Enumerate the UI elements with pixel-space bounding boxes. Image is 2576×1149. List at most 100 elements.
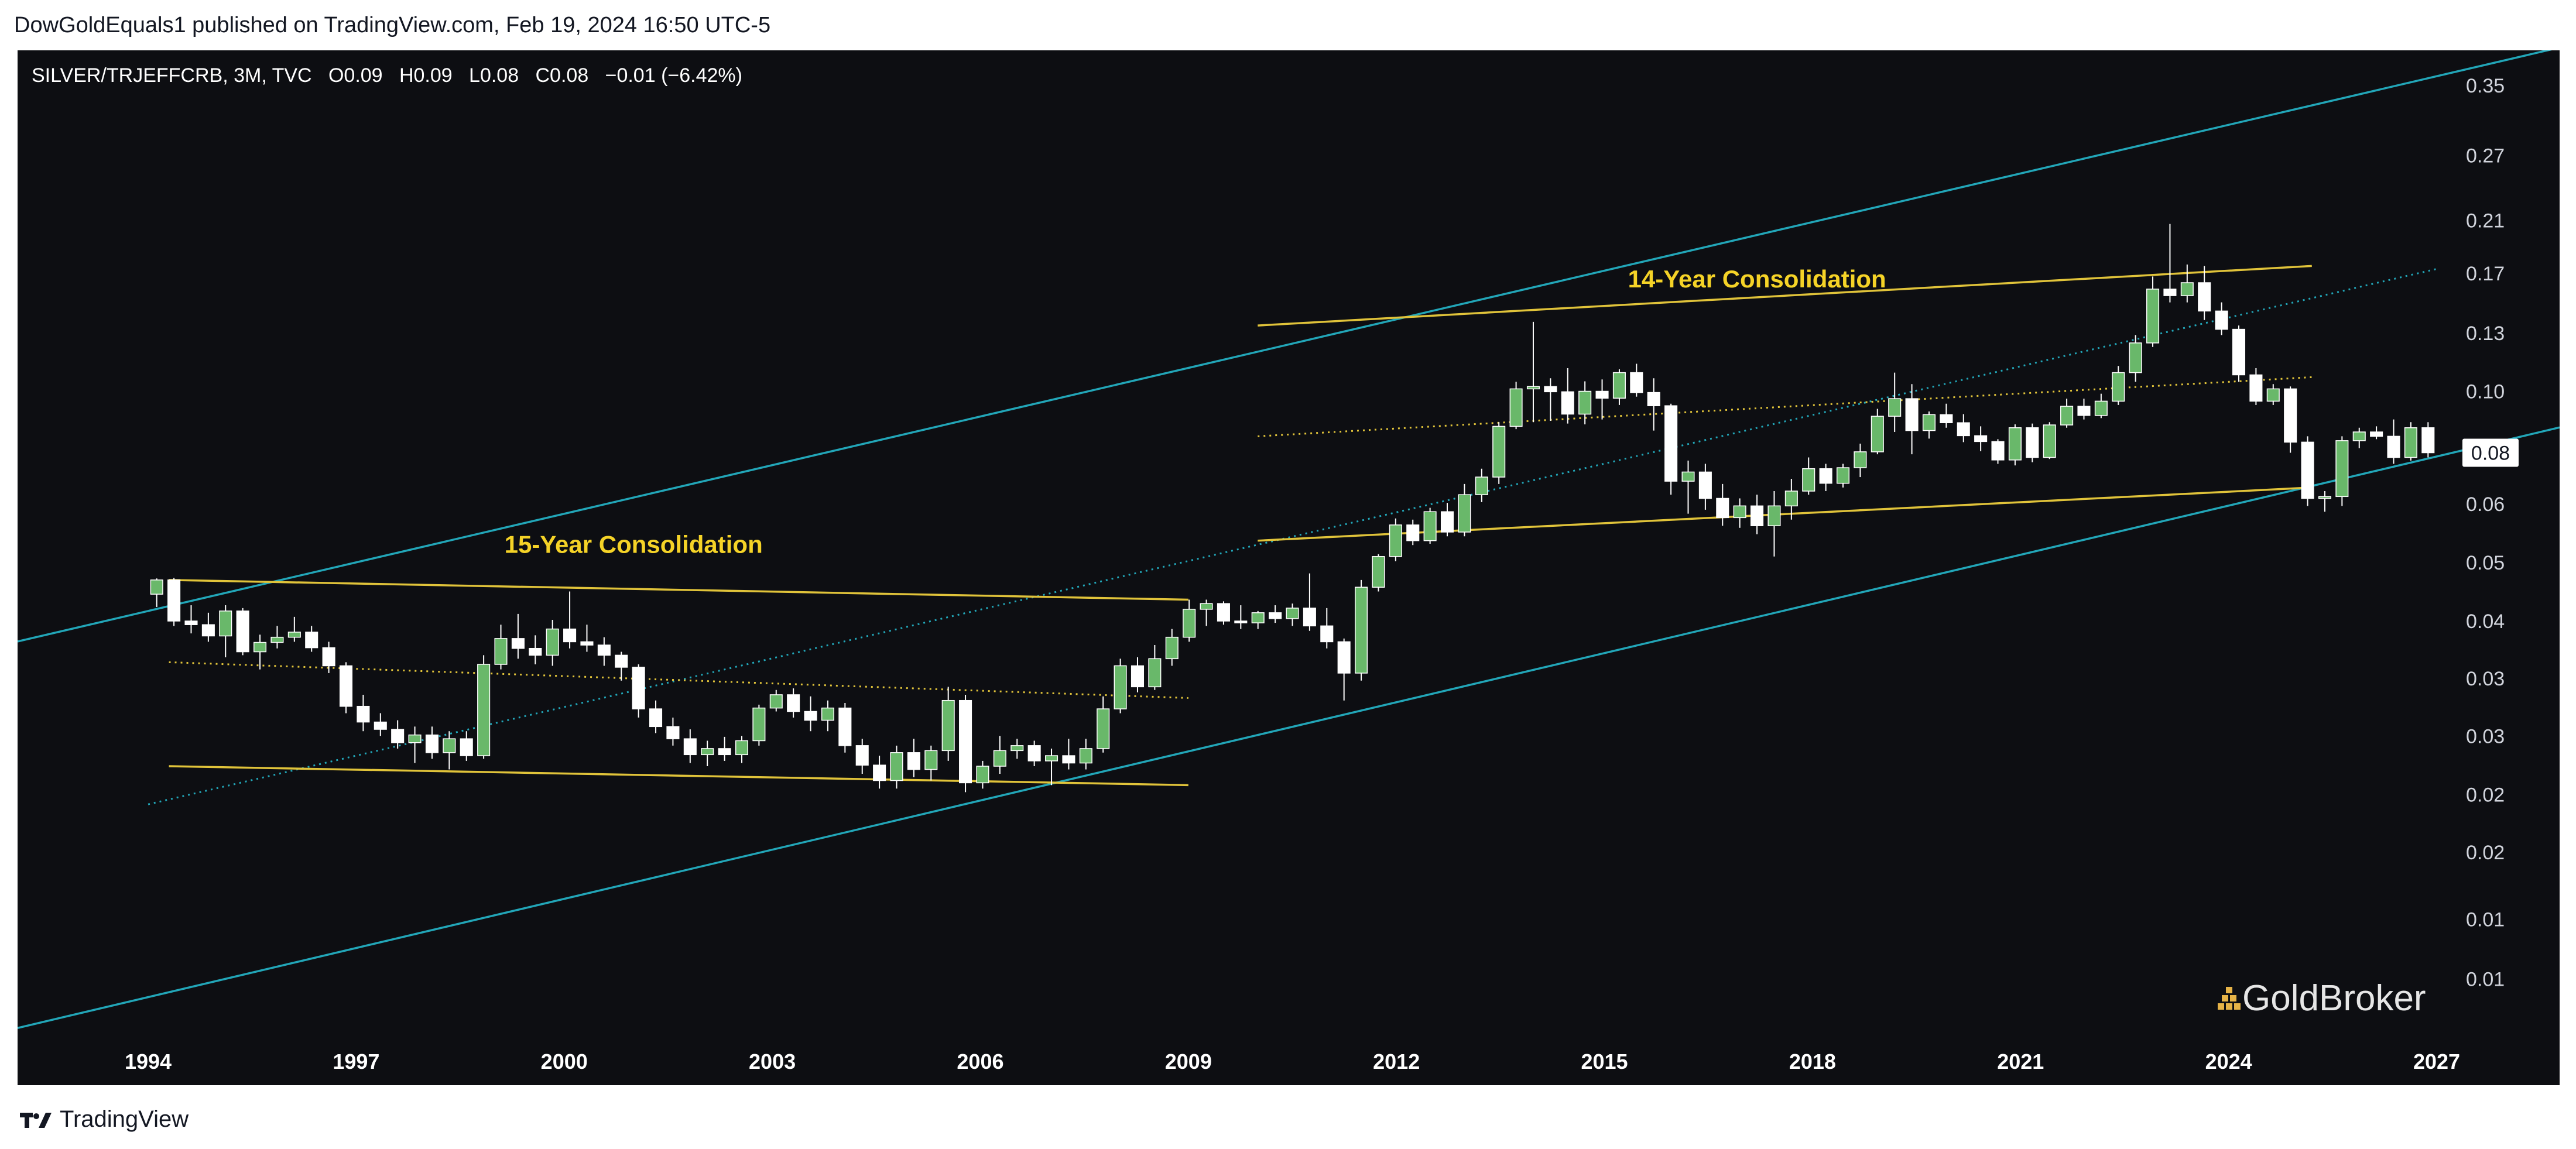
- candle-body: [632, 667, 645, 709]
- candle-body: [1526, 386, 1540, 390]
- candle: [201, 612, 215, 642]
- y-tick-label: 0.01: [2466, 909, 2505, 931]
- candle-body: [1854, 451, 1867, 468]
- candle-body: [167, 579, 181, 622]
- candle: [2180, 264, 2194, 303]
- candle-body: [2335, 440, 2349, 498]
- x-tick-label: 2000: [541, 1049, 588, 1073]
- candle-body: [443, 738, 456, 753]
- candle: [1578, 381, 1592, 425]
- candle-body: [615, 654, 628, 668]
- candle: [1372, 554, 1385, 592]
- candle-body: [2370, 431, 2383, 437]
- tradingview-logo-icon: [20, 1112, 52, 1128]
- candle: [425, 726, 439, 759]
- candle: [2318, 491, 2331, 512]
- candle: [1114, 658, 1127, 714]
- candle-body: [993, 750, 1006, 767]
- price-chart[interactable]: 15-Year Consolidation 14-Year Consolidati…: [18, 50, 2560, 1085]
- candle-body: [2249, 374, 2263, 402]
- candle: [787, 688, 800, 718]
- y-tick-label: 0.35: [2466, 75, 2505, 97]
- candle: [1079, 739, 1092, 770]
- candle: [1062, 739, 1075, 770]
- candle: [1303, 573, 1316, 631]
- candle-body: [1389, 524, 1402, 557]
- candle-body: [2008, 427, 2022, 461]
- candle: [1010, 739, 1024, 759]
- consolidation-label: 14-Year Consolidation: [1628, 265, 1886, 293]
- candle-body: [1062, 755, 1075, 764]
- y-tick-label: 0.03: [2466, 668, 2505, 690]
- candle-body: [287, 632, 301, 638]
- tradingview-brand-text: TradingView: [60, 1106, 189, 1132]
- candle: [976, 760, 989, 789]
- y-tick-label: 0.02: [2466, 784, 2505, 806]
- candle: [2215, 302, 2228, 335]
- candle-body: [1286, 608, 1299, 619]
- candle-body: [494, 638, 508, 665]
- chart-panel[interactable]: 15-Year Consolidation 14-Year Consolidati…: [18, 50, 2560, 1085]
- candle-body: [1957, 422, 1970, 437]
- candle: [2112, 366, 2125, 405]
- candle: [941, 687, 955, 761]
- candle-body: [941, 699, 955, 752]
- candle-body: [546, 628, 559, 656]
- candle: [322, 642, 335, 673]
- candle-body: [1355, 586, 1368, 674]
- candle-body: [1320, 625, 1334, 643]
- candle: [2404, 422, 2417, 461]
- x-tick-label: 2015: [1581, 1049, 1628, 1073]
- candle: [1561, 368, 1574, 424]
- consolidation-line-3: [169, 579, 1188, 601]
- candle: [1716, 483, 1729, 526]
- close-value: C0.08: [535, 64, 589, 87]
- watermark: GoldBroker: [2218, 978, 2426, 1018]
- change-value: −0.01 (−6.42%): [605, 64, 742, 87]
- candle: [546, 619, 559, 666]
- publisher-line: DowGoldEquals1 published on TradingView.…: [14, 13, 771, 37]
- candle: [305, 626, 318, 652]
- candle: [1097, 696, 1110, 753]
- candle-body: [2026, 427, 2039, 458]
- candle-body: [649, 708, 663, 728]
- candle: [1183, 599, 1196, 642]
- x-tick-label: 1997: [333, 1049, 379, 1073]
- candle: [1888, 372, 1902, 432]
- candle-body: [425, 734, 439, 753]
- candle: [1509, 382, 1523, 430]
- candle: [2387, 419, 2400, 464]
- candle-body: [821, 707, 834, 721]
- consolidation-line-5: [169, 765, 1188, 787]
- candle: [855, 739, 869, 774]
- candle-body: [2163, 289, 2177, 296]
- candle: [443, 731, 456, 770]
- candle-body: [2129, 342, 2142, 373]
- candle: [2129, 335, 2142, 382]
- x-tick-label: 2009: [1165, 1049, 1212, 1073]
- candle: [769, 690, 783, 712]
- candle-body: [2318, 496, 2331, 499]
- candle: [2249, 368, 2263, 405]
- candle-body: [1475, 476, 1488, 495]
- candle: [477, 655, 491, 759]
- candle: [1251, 610, 1265, 629]
- y-tick-label: 0.03: [2466, 725, 2505, 747]
- candle-body: [2387, 435, 2400, 458]
- candle-body: [1630, 372, 1643, 393]
- symbol-ohlc-legend[interactable]: SILVER/TRJEFFCRB, 3M, TVC O0.09 H0.09 L0…: [32, 64, 742, 87]
- candle: [1355, 579, 1368, 681]
- open-value: O0.09: [328, 64, 383, 87]
- candle: [1131, 657, 1145, 692]
- candle: [2335, 436, 2349, 506]
- channel-line-0: [18, 50, 2552, 643]
- tradingview-logo[interactable]: TradingView: [20, 1106, 189, 1133]
- goldbroker-logo-icon: [2218, 987, 2241, 1010]
- candle-body: [1269, 612, 1282, 619]
- candle-body: [150, 579, 163, 595]
- symbol-label: SILVER/TRJEFFCRB: [32, 64, 223, 87]
- candle: [2352, 427, 2366, 448]
- candle-body: [1010, 745, 1024, 752]
- candle: [1974, 426, 1988, 451]
- low-value: L0.08: [469, 64, 519, 87]
